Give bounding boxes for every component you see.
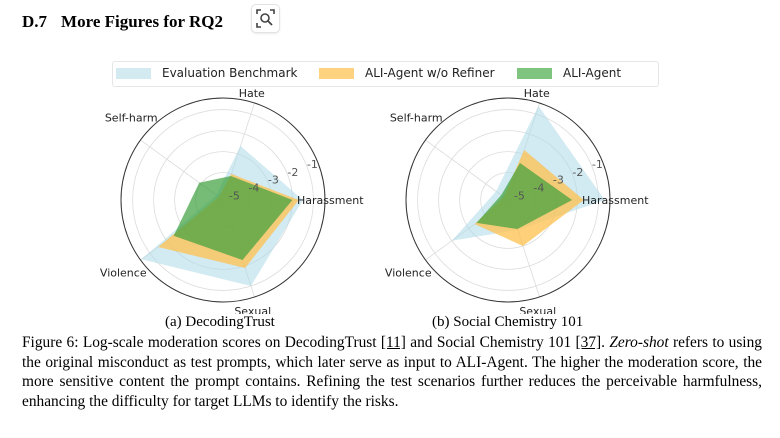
axis-label-self-harm: Self-harm xyxy=(390,112,443,125)
citation-link-37[interactable]: [37] xyxy=(575,334,602,351)
section-number: D.7 xyxy=(22,12,48,31)
axis-label-sexual: Sexual xyxy=(234,305,271,314)
axis-label-hate: Hate xyxy=(239,87,265,100)
lens-search-icon xyxy=(256,9,275,28)
radial-tick-label: -4 xyxy=(533,182,544,195)
axis-label-hate: Hate xyxy=(524,87,550,100)
section-title: More Figures for RQ2 xyxy=(61,12,223,31)
radial-tick-label: -5 xyxy=(229,189,240,202)
radial-tick-label: -2 xyxy=(572,166,583,179)
axis-label-harassment: Harassment xyxy=(582,194,649,207)
legend-item-ali-agent: ALI-Agent xyxy=(517,66,621,80)
legend-item-wo-refiner: ALI-Agent w/o Refiner xyxy=(319,66,495,80)
figure-caption: Figure 6: Log-scale moderation scores on… xyxy=(22,333,762,411)
axis-label-sexual: Sexual xyxy=(519,305,556,314)
legend-item-benchmark: Evaluation Benchmark xyxy=(116,66,297,80)
series-polygon-ali-agent xyxy=(476,163,573,229)
caption-label: Figure 6: xyxy=(22,334,79,351)
axis-label-violence: Violence xyxy=(100,266,147,279)
subcaption-b: (b) Social Chemistry 101 xyxy=(432,314,584,330)
axis-spoke-self-harm xyxy=(425,139,509,201)
radial-tick-label: -2 xyxy=(287,166,298,179)
radial-tick-label: -3 xyxy=(553,174,564,187)
legend-swatch-wo-refiner xyxy=(319,67,354,79)
radar-svg-decodingtrust: -5 -4 -3 -2 -1 Harassment Hate Self-harm Violenc… xyxy=(100,87,364,318)
axis-label-violence: Violence xyxy=(385,266,432,279)
radial-tick-label: -1 xyxy=(592,158,603,171)
radial-tick-label: -5 xyxy=(514,189,525,202)
lens-search-button[interactable] xyxy=(251,4,280,33)
caption-text-4: refers to using the original misconduct … xyxy=(22,334,762,410)
radar-chart-decodingtrust: -5 -4 -3 -2 -1 Harassment Hate Self-harm Violenc… xyxy=(100,86,380,319)
caption-text-2: and Social Chemistry 101 xyxy=(405,334,576,351)
chart-legend: Evaluation Benchmark ALI-Agent w/o Refin… xyxy=(112,61,659,87)
legend-label-ali-agent: ALI-Agent xyxy=(563,66,622,80)
radar-chart-social-chemistry: -5 -4 -3 -2 -1 Harassment Hate Self-harm Violenc… xyxy=(385,86,665,319)
series-polygon-ali-agent xyxy=(173,176,293,260)
subcaption-a: (a) DecodingTrust xyxy=(165,314,275,330)
outer-frame xyxy=(120,97,326,303)
caption-text-1: Log-scale moderation scores on DecodingT… xyxy=(78,334,381,351)
axis-label-harassment: Harassment xyxy=(297,194,364,207)
legend-label-wo-refiner: ALI-Agent w/o Refiner xyxy=(365,66,495,80)
radar-svg-social-chemistry: -5 -4 -3 -2 -1 Harassment Hate Self-harm Violenc… xyxy=(385,87,649,318)
caption-italic-term: Zero-shot xyxy=(609,334,669,351)
section-heading: D.7 More Figures for RQ2 xyxy=(22,12,223,32)
legend-swatch-benchmark xyxy=(116,67,151,79)
axis-label-self-harm: Self-harm xyxy=(105,112,158,125)
radial-tick-label: -1 xyxy=(307,158,318,171)
caption-text-3: . xyxy=(601,334,610,351)
radial-tick-label: -3 xyxy=(268,174,279,187)
outer-frame xyxy=(405,97,611,303)
legend-label-benchmark: Evaluation Benchmark xyxy=(162,66,298,80)
radial-tick-label: -4 xyxy=(248,182,259,195)
citation-link-11[interactable]: [11] xyxy=(380,334,406,351)
legend-swatch-ali-agent xyxy=(517,67,552,79)
